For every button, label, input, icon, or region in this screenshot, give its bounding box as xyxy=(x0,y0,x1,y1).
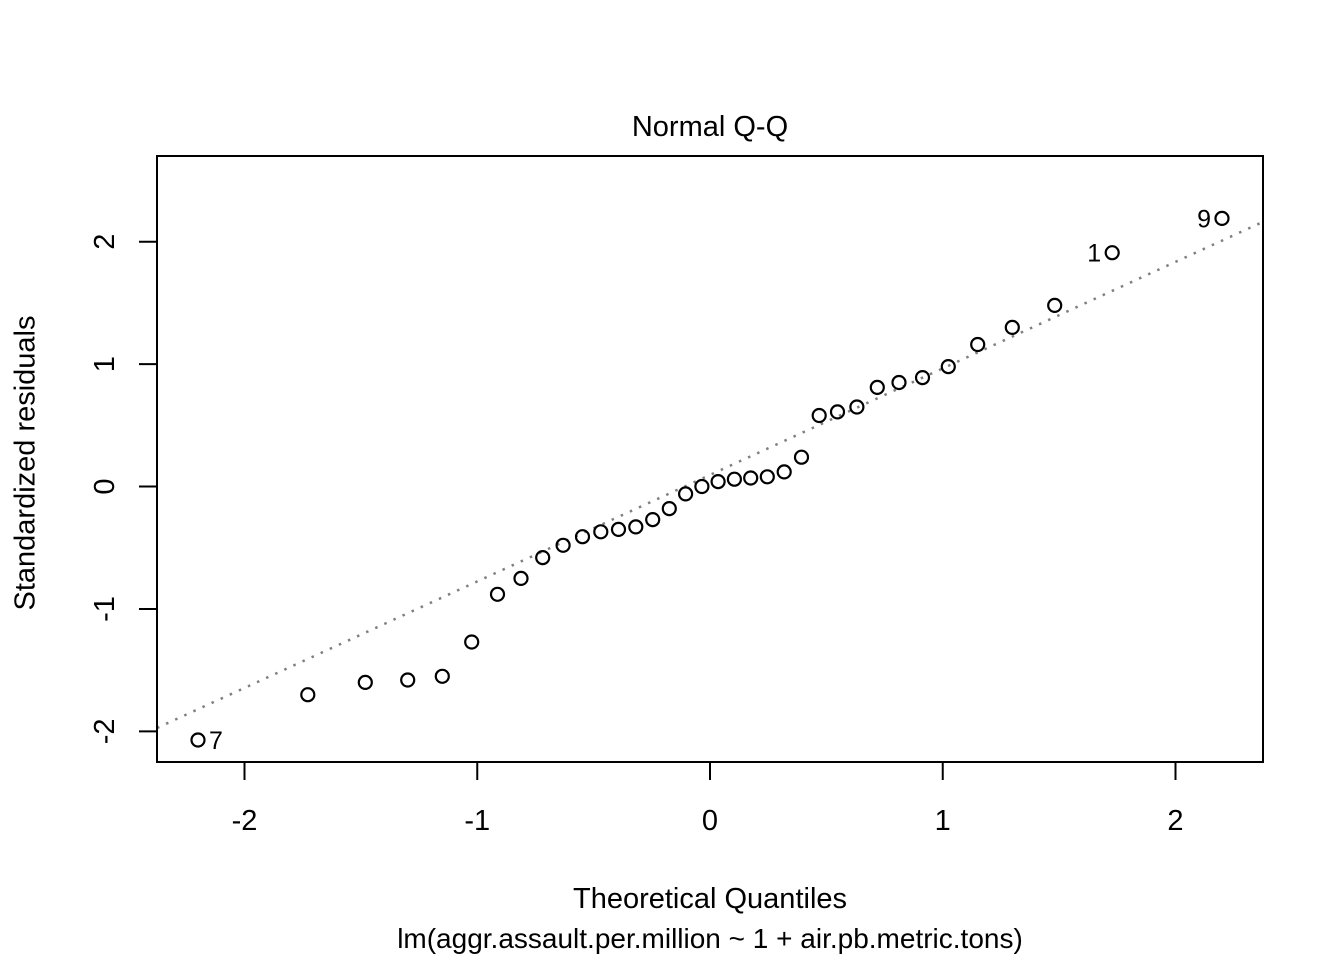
data-point xyxy=(677,486,694,502)
x-tick-label: -2 xyxy=(232,805,258,837)
y-tick-label: 2 xyxy=(89,234,121,250)
x-tick-label: 0 xyxy=(702,805,718,837)
data-point xyxy=(710,474,726,490)
data-point xyxy=(661,501,677,517)
data-point xyxy=(1104,245,1120,261)
data-point xyxy=(645,511,661,528)
data-point xyxy=(190,732,206,748)
data-point xyxy=(759,469,775,485)
qq-reference-line xyxy=(156,220,1264,730)
data-point xyxy=(776,464,792,480)
data-point xyxy=(829,404,846,420)
data-point xyxy=(869,379,885,395)
chart-title: Normal Q-Q xyxy=(631,111,789,143)
data-point xyxy=(1004,319,1020,335)
data-point xyxy=(970,336,986,353)
data-point xyxy=(574,529,591,545)
data-point xyxy=(464,634,480,650)
data-point xyxy=(743,470,759,486)
model-sub-caption: lm(aggr.assault.per.million ~ 1 + air.pb… xyxy=(397,923,1023,954)
data-point xyxy=(535,549,551,566)
point-label: 1 xyxy=(1087,240,1101,268)
data-point xyxy=(793,449,810,465)
data-point xyxy=(1214,210,1230,226)
point-label: 7 xyxy=(209,727,223,755)
data-point xyxy=(811,407,827,424)
x-tick-label: 2 xyxy=(1167,805,1183,837)
y-axis-label: Standardized residuals xyxy=(9,315,42,611)
data-point xyxy=(628,519,644,535)
data-point xyxy=(489,586,506,602)
data-point xyxy=(610,521,627,538)
y-tick-label: 0 xyxy=(89,478,121,494)
data-point xyxy=(555,537,571,553)
x-tick-label: -1 xyxy=(464,805,490,837)
data-point xyxy=(357,674,373,691)
data-point xyxy=(593,524,609,540)
data-point xyxy=(434,668,450,684)
data-point xyxy=(300,687,316,703)
x-axis-label: Theoretical Quantiles xyxy=(572,883,848,915)
x-tick-label: 1 xyxy=(935,805,951,837)
data-point xyxy=(694,478,710,495)
y-tick-label: -1 xyxy=(89,596,121,622)
data-point xyxy=(891,374,907,391)
data-point xyxy=(914,370,931,386)
data-point xyxy=(513,570,529,587)
data-point xyxy=(400,672,416,688)
data-point xyxy=(726,471,743,487)
data-point xyxy=(849,399,865,415)
point-label: 9 xyxy=(1197,205,1211,233)
y-tick-label: 1 xyxy=(89,356,121,372)
data-point xyxy=(940,359,956,375)
data-point xyxy=(1047,297,1063,313)
y-tick-label: -2 xyxy=(89,718,121,744)
